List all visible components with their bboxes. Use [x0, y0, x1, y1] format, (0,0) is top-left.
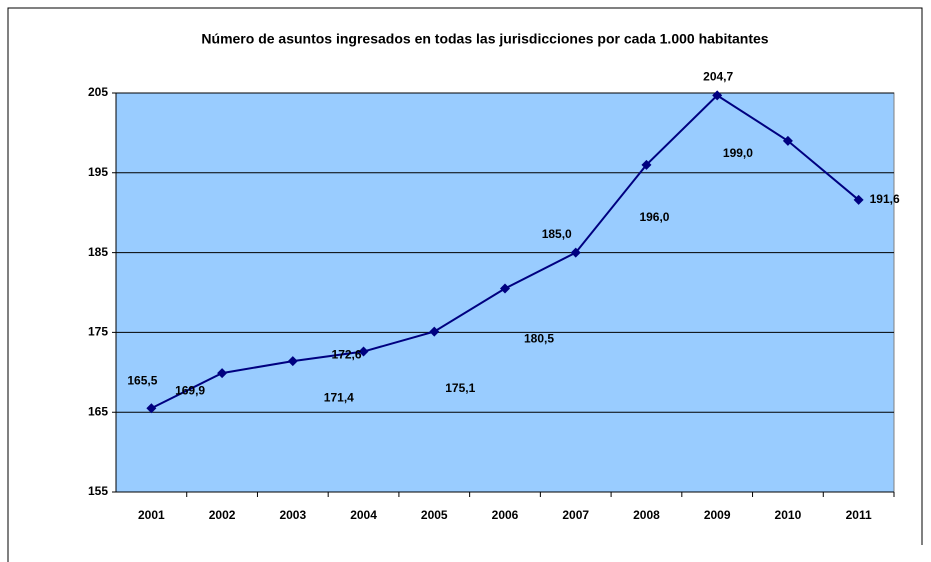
y-tick-label: 175 — [88, 325, 108, 339]
data-label: 172,6 — [332, 348, 362, 362]
y-tick-label: 165 — [88, 404, 108, 418]
chart-frame — [7, 7, 923, 562]
x-tick-label: 2008 — [633, 508, 660, 522]
x-tick-label: 2006 — [492, 508, 519, 522]
point-marker — [712, 90, 723, 101]
point-marker — [358, 346, 369, 357]
x-tick-label: 2011 — [846, 508, 872, 522]
data-label: 180,5 — [524, 332, 554, 346]
y-tick-label: 195 — [88, 165, 108, 179]
x-tick-label: 2009 — [704, 508, 731, 522]
chart-title: Número de asuntos ingresados en todas la… — [201, 31, 768, 47]
point-marker — [429, 326, 440, 337]
data-label: 175,1 — [445, 381, 475, 395]
data-label: 171,4 — [324, 390, 354, 404]
data-label: 191,6 — [870, 192, 900, 206]
point-marker — [853, 194, 864, 205]
x-tick-label: 2010 — [775, 508, 802, 522]
point-marker — [287, 356, 298, 367]
point-marker — [570, 247, 581, 258]
data-label: 196,0 — [639, 210, 669, 224]
x-tick-label: 2001 — [138, 508, 165, 522]
data-label: 169,9 — [175, 383, 205, 397]
point-marker — [146, 403, 157, 414]
point-marker — [500, 283, 510, 294]
data-label: 185,0 — [542, 227, 572, 241]
y-tick-label: 205 — [88, 85, 108, 99]
x-tick-label: 2004 — [350, 508, 377, 522]
data-label: 165,5 — [127, 373, 157, 387]
data-label: 204,7 — [703, 70, 733, 84]
y-tick-label: 155 — [88, 484, 108, 498]
data-label: 199,0 — [723, 146, 753, 160]
y-tick-label: 185 — [88, 245, 108, 259]
point-marker — [641, 159, 652, 170]
x-tick-label: 2007 — [562, 508, 589, 522]
point-marker — [782, 135, 793, 146]
x-tick-label: 2003 — [279, 508, 306, 522]
point-marker — [217, 368, 228, 379]
x-tick-label: 2005 — [421, 508, 448, 522]
x-tick-label: 2002 — [209, 508, 236, 522]
